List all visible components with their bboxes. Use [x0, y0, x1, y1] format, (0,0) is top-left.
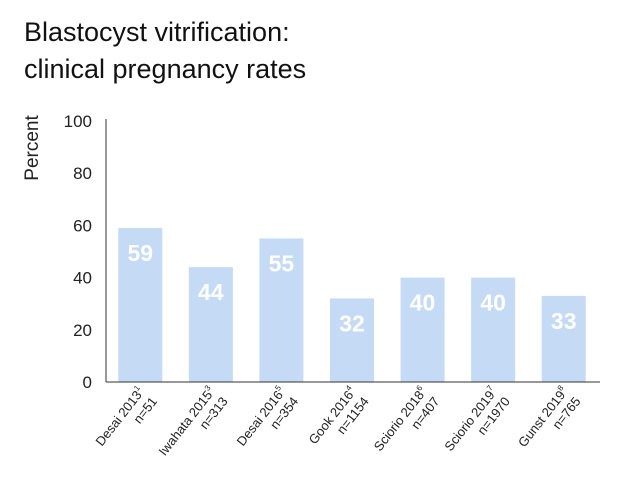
data-label: 40 — [480, 290, 506, 316]
data-label: 44 — [198, 279, 224, 305]
y-axis: 0 20 40 60 80 100 Percent — [22, 112, 107, 392]
bar — [471, 277, 516, 382]
chart-title-line-2: clinical pregnancy rates — [24, 54, 307, 84]
bar — [118, 228, 163, 382]
category-ref: 5 — [273, 383, 283, 392]
data-label: 59 — [127, 240, 153, 266]
y-tick-label: 0 — [83, 373, 92, 392]
y-tick-label: 20 — [73, 321, 92, 340]
y-tick-label: 100 — [64, 112, 92, 131]
data-label: 32 — [339, 310, 365, 336]
data-label: 55 — [269, 250, 295, 276]
bars: 59 44 55 32 40 40 33 — [118, 228, 586, 382]
category-ref: 1 — [132, 383, 142, 392]
data-label: 33 — [551, 308, 577, 334]
bar — [400, 277, 445, 382]
bar — [330, 298, 374, 382]
category-ref: 6 — [414, 383, 424, 392]
bar — [188, 267, 233, 382]
bar — [259, 238, 304, 382]
y-tick-label: 40 — [73, 269, 92, 288]
bar — [541, 295, 586, 382]
y-tick-label: 60 — [73, 216, 92, 235]
data-label: 40 — [410, 290, 436, 316]
chart-title: Blastocyst vitrification: clinical pregn… — [24, 14, 614, 88]
category-ref: 4 — [344, 383, 354, 392]
chart-title-line-1: Blastocyst vitrification: — [24, 17, 290, 47]
y-axis-label: Percent — [22, 115, 43, 181]
category-ref: 3 — [203, 383, 213, 392]
category-ref: 8 — [556, 383, 566, 392]
y-tick-label: 80 — [73, 164, 92, 183]
category-ref: 7 — [485, 383, 495, 392]
